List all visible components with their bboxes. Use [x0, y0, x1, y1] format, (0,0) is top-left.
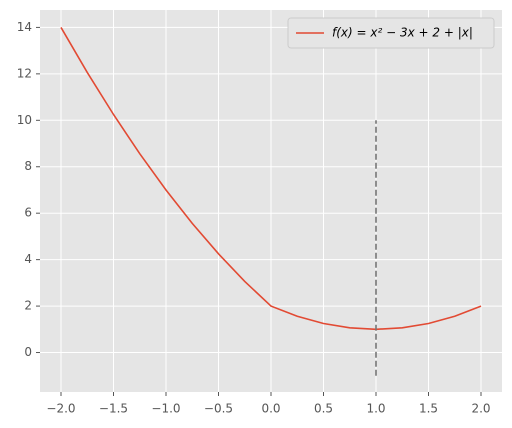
y-tick-label: 12 — [17, 66, 32, 80]
y-tick-label: 8 — [24, 159, 32, 173]
y-tick-label: 14 — [17, 20, 32, 34]
x-tick-label: 0.0 — [261, 402, 280, 416]
x-tick-label: −2.0 — [46, 402, 75, 416]
y-tick-label: 4 — [24, 252, 32, 266]
y-tick-label: 10 — [17, 113, 32, 127]
x-tick-label: −1.5 — [99, 402, 128, 416]
legend-box — [287, 17, 495, 49]
x-tick-label: −0.5 — [204, 402, 233, 416]
x-tick-label: 1.5 — [419, 402, 438, 416]
x-tick-label: −1.0 — [151, 402, 180, 416]
x-tick-label: 1.0 — [366, 402, 385, 416]
line-series — [60, 27, 482, 331]
y-tick-label: 6 — [24, 206, 32, 220]
x-tick-label: 2.0 — [471, 402, 490, 416]
x-tick-label: 0.5 — [314, 402, 333, 416]
y-tick-label: 2 — [24, 299, 32, 313]
legend-label: f(x) = x² − 3x + 2 + |x| — [332, 26, 473, 40]
y-tick-label: 0 — [24, 345, 32, 359]
